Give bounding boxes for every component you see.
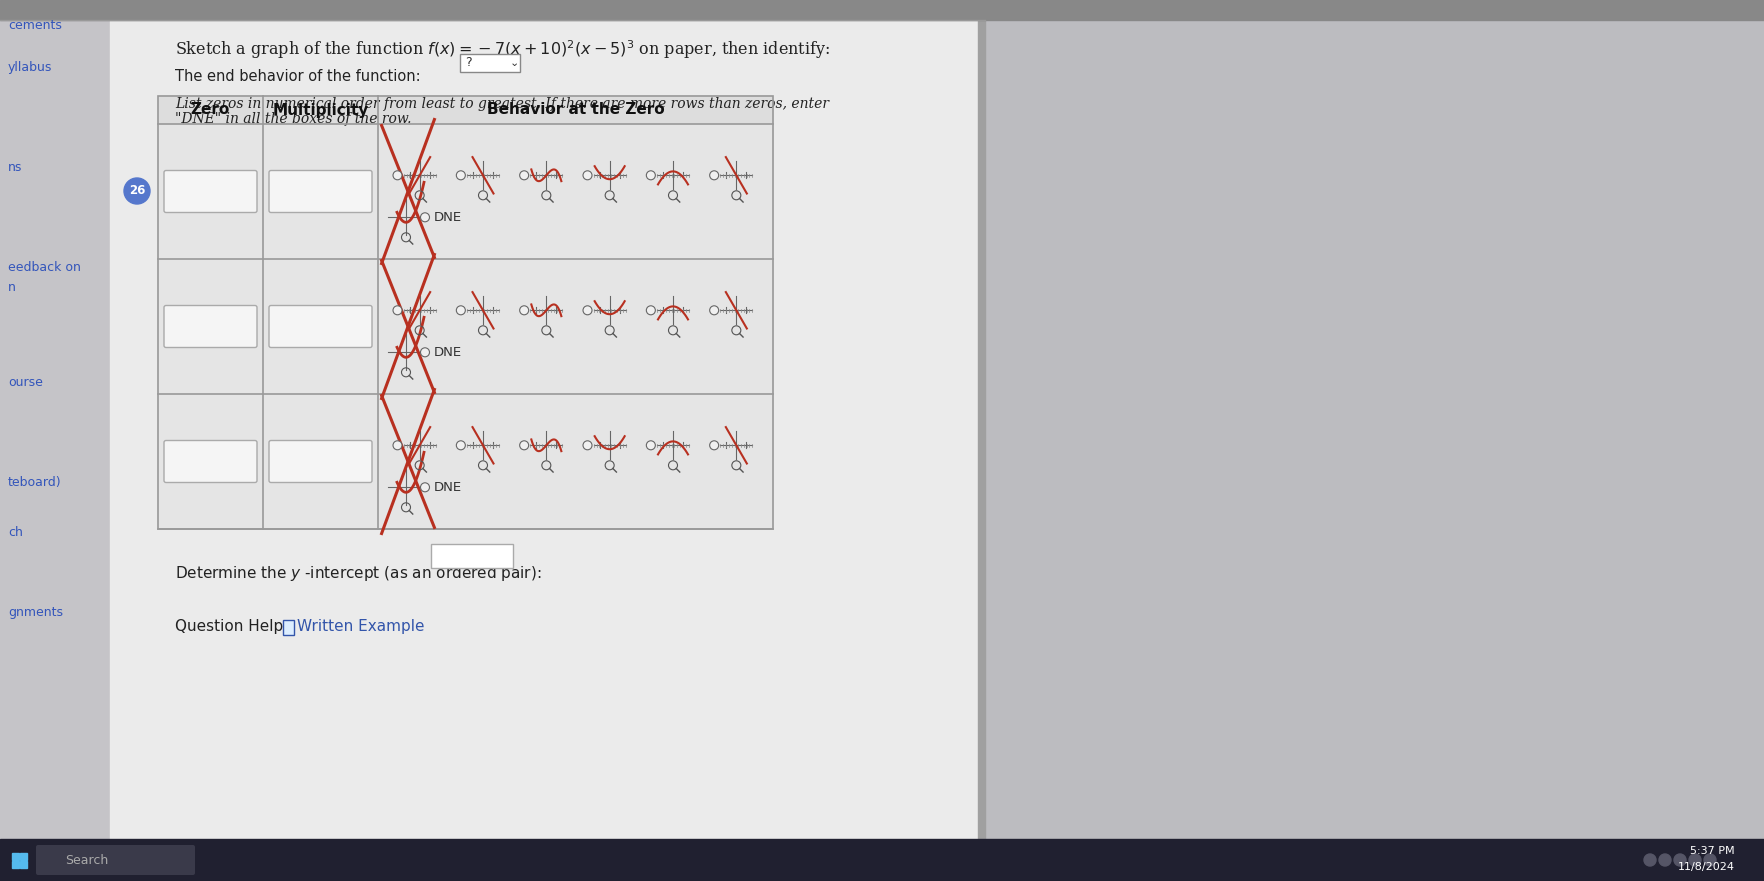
Circle shape	[582, 440, 591, 450]
Circle shape	[709, 306, 718, 315]
Circle shape	[519, 171, 529, 180]
Circle shape	[646, 171, 654, 180]
Text: Written Example: Written Example	[296, 619, 425, 634]
Circle shape	[1702, 854, 1715, 866]
Circle shape	[393, 171, 402, 180]
Text: 5:37 PM: 5:37 PM	[1690, 846, 1734, 856]
Bar	[159, 96, 773, 124]
Text: Search: Search	[65, 854, 108, 867]
Text: Question Help:: Question Help:	[175, 619, 288, 634]
FancyBboxPatch shape	[164, 306, 258, 347]
Text: List zeros in numerical order from least to greatest. If there are more rows tha: List zeros in numerical order from least…	[175, 97, 829, 111]
Circle shape	[393, 440, 402, 450]
Circle shape	[582, 171, 591, 180]
FancyBboxPatch shape	[164, 440, 258, 483]
Bar	[0, 0, 109, 839]
Circle shape	[420, 348, 429, 357]
Circle shape	[709, 171, 718, 180]
Text: Behavior at the Zero: Behavior at the Zero	[487, 102, 663, 117]
Text: ch: ch	[9, 526, 23, 539]
Bar	[19, 853, 26, 860]
Text: The end behavior of the function:: The end behavior of the function:	[175, 69, 420, 84]
Text: ?: ?	[464, 56, 471, 70]
Circle shape	[646, 306, 654, 315]
Circle shape	[519, 306, 529, 315]
Text: Determine the $y$ -intercept (as an ordered pair):: Determine the $y$ -intercept (as an orde…	[175, 564, 542, 583]
Text: DNE: DNE	[434, 211, 462, 224]
Text: ns: ns	[9, 161, 23, 174]
Circle shape	[709, 440, 718, 450]
FancyBboxPatch shape	[460, 54, 520, 72]
Text: 11/8/2024: 11/8/2024	[1678, 862, 1734, 872]
FancyBboxPatch shape	[268, 440, 372, 483]
Text: Multiplicity: Multiplicity	[272, 102, 369, 117]
Text: DNE: DNE	[434, 481, 462, 493]
Bar	[19, 861, 26, 868]
FancyBboxPatch shape	[35, 845, 194, 875]
Circle shape	[519, 440, 529, 450]
FancyBboxPatch shape	[430, 544, 513, 568]
Bar	[0, 0, 1764, 20]
FancyBboxPatch shape	[268, 306, 372, 347]
Text: ⌄: ⌄	[510, 58, 519, 68]
Bar	[109, 0, 984, 839]
Text: n: n	[9, 281, 16, 294]
Bar	[159, 96, 773, 529]
Text: eedback on: eedback on	[9, 261, 81, 274]
Bar	[282, 620, 295, 635]
Text: teboard): teboard)	[9, 476, 62, 489]
Circle shape	[1642, 854, 1655, 866]
Circle shape	[457, 440, 466, 450]
Text: DNE: DNE	[434, 346, 462, 359]
Circle shape	[420, 483, 429, 492]
Circle shape	[1688, 854, 1700, 866]
Circle shape	[1672, 854, 1685, 866]
Text: "DNE" in all the boxes of the row.: "DNE" in all the boxes of the row.	[175, 112, 411, 126]
Circle shape	[123, 178, 150, 204]
Bar	[12, 861, 19, 868]
Circle shape	[1658, 854, 1671, 866]
FancyBboxPatch shape	[268, 171, 372, 212]
Text: gnments: gnments	[9, 606, 64, 619]
Circle shape	[457, 171, 466, 180]
Text: Sketch a graph of the function $f(x) = -7(x+10)^2(x-5)^3$ on paper, then identif: Sketch a graph of the function $f(x) = -…	[175, 38, 829, 61]
Bar	[977, 0, 984, 839]
Bar	[984, 0, 1764, 839]
Text: yllabus: yllabus	[9, 61, 53, 74]
FancyBboxPatch shape	[164, 171, 258, 212]
Circle shape	[393, 306, 402, 315]
Text: ourse: ourse	[9, 376, 42, 389]
Bar	[12, 853, 19, 860]
Bar	[159, 96, 773, 529]
Text: 26: 26	[129, 184, 145, 197]
Circle shape	[457, 306, 466, 315]
Circle shape	[582, 306, 591, 315]
Text: Zero: Zero	[191, 102, 229, 117]
Bar	[0, 839, 1764, 881]
Circle shape	[420, 213, 429, 222]
Circle shape	[646, 440, 654, 450]
Text: cements: cements	[9, 19, 62, 32]
